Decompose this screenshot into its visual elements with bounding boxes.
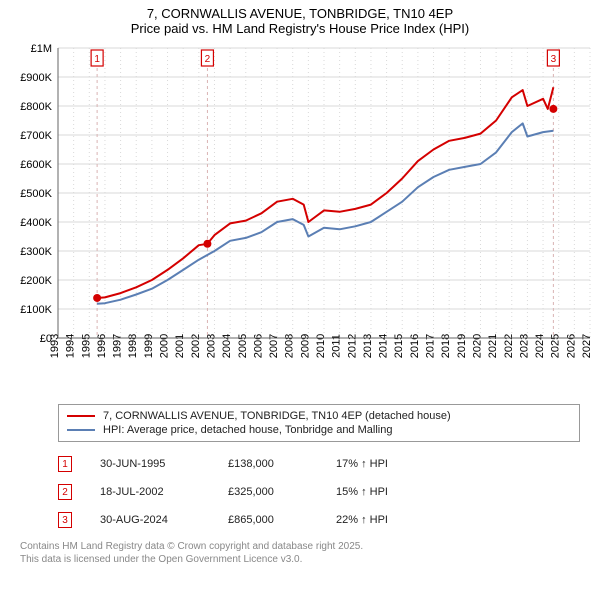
- svg-text:2006: 2006: [252, 334, 264, 358]
- title-block: 7, CORNWALLIS AVENUE, TONBRIDGE, TN10 4E…: [0, 0, 600, 38]
- svg-text:2027: 2027: [581, 334, 593, 358]
- marker-pct: 22% ↑ HPI: [336, 514, 426, 526]
- legend-row: 7, CORNWALLIS AVENUE, TONBRIDGE, TN10 4E…: [67, 409, 571, 423]
- title-line1: 7, CORNWALLIS AVENUE, TONBRIDGE, TN10 4E…: [0, 6, 600, 21]
- svg-text:2013: 2013: [362, 334, 374, 358]
- marker-row: 3 30-AUG-2024 £865,000 22% ↑ HPI: [58, 506, 580, 534]
- svg-text:2022: 2022: [503, 334, 515, 358]
- legend-label: 7, CORNWALLIS AVENUE, TONBRIDGE, TN10 4E…: [103, 410, 451, 422]
- markers-table: 1 30-JUN-1995 £138,000 17% ↑ HPI 2 18-JUL-200…: [58, 450, 580, 534]
- svg-text:1999: 1999: [143, 334, 155, 358]
- svg-text:2004: 2004: [221, 334, 233, 358]
- marker-number-box: 1: [58, 456, 72, 472]
- svg-text:1: 1: [94, 54, 100, 65]
- svg-text:2016: 2016: [409, 334, 421, 358]
- svg-text:1995: 1995: [80, 334, 92, 358]
- svg-text:1994: 1994: [65, 334, 77, 358]
- svg-text:2017: 2017: [425, 334, 437, 358]
- marker-price: £865,000: [228, 514, 308, 526]
- svg-text:£1M: £1M: [31, 43, 52, 55]
- marker-number-box: 3: [58, 512, 72, 528]
- svg-text:2026: 2026: [565, 334, 577, 358]
- svg-text:£500K: £500K: [20, 188, 52, 200]
- legend-label: HPI: Average price, detached house, Tonb…: [103, 424, 392, 436]
- svg-text:2023: 2023: [518, 334, 530, 358]
- svg-text:£200K: £200K: [20, 275, 52, 287]
- line-chart: £0£100K£200K£300K£400K£500K£600K£700K£80…: [0, 38, 600, 398]
- svg-text:1997: 1997: [112, 334, 124, 358]
- chart-area: £0£100K£200K£300K£400K£500K£600K£700K£80…: [0, 38, 600, 398]
- svg-text:1996: 1996: [96, 334, 108, 358]
- svg-text:2007: 2007: [268, 334, 280, 358]
- marker-row: 2 18-JUL-2002 £325,000 15% ↑ HPI: [58, 478, 580, 506]
- legend-swatch: [67, 415, 95, 417]
- marker-pct: 15% ↑ HPI: [336, 486, 426, 498]
- svg-text:£800K: £800K: [20, 101, 52, 113]
- svg-text:2003: 2003: [205, 334, 217, 358]
- svg-text:£900K: £900K: [20, 72, 52, 84]
- svg-text:1998: 1998: [127, 334, 139, 358]
- svg-text:2014: 2014: [378, 334, 390, 358]
- svg-text:2005: 2005: [237, 334, 249, 358]
- svg-text:2015: 2015: [393, 334, 405, 358]
- svg-text:2008: 2008: [284, 334, 296, 358]
- legend-swatch: [67, 429, 95, 431]
- svg-text:£400K: £400K: [20, 217, 52, 229]
- svg-text:2002: 2002: [190, 334, 202, 358]
- marker-price: £325,000: [228, 486, 308, 498]
- svg-text:2025: 2025: [550, 334, 562, 358]
- chart-container: 7, CORNWALLIS AVENUE, TONBRIDGE, TN10 4E…: [0, 0, 600, 566]
- svg-text:2019: 2019: [456, 334, 468, 358]
- svg-text:2020: 2020: [471, 334, 483, 358]
- svg-text:£100K: £100K: [20, 304, 52, 316]
- footer-line2: This data is licensed under the Open Gov…: [20, 553, 580, 566]
- marker-price: £138,000: [228, 458, 308, 470]
- footer-line1: Contains HM Land Registry data © Crown c…: [20, 540, 580, 553]
- marker-pct: 17% ↑ HPI: [336, 458, 426, 470]
- legend: 7, CORNWALLIS AVENUE, TONBRIDGE, TN10 4E…: [58, 404, 580, 442]
- marker-date: 18-JUL-2002: [100, 486, 200, 498]
- title-line2: Price paid vs. HM Land Registry's House …: [0, 21, 600, 36]
- marker-date: 30-AUG-2024: [100, 514, 200, 526]
- svg-text:2024: 2024: [534, 334, 546, 358]
- svg-text:2012: 2012: [346, 334, 358, 358]
- marker-row: 1 30-JUN-1995 £138,000 17% ↑ HPI: [58, 450, 580, 478]
- svg-text:£600K: £600K: [20, 159, 52, 171]
- svg-text:2018: 2018: [440, 334, 452, 358]
- svg-text:2021: 2021: [487, 334, 499, 358]
- marker-number-box: 2: [58, 484, 72, 500]
- marker-date: 30-JUN-1995: [100, 458, 200, 470]
- svg-text:2000: 2000: [159, 334, 171, 358]
- footer: Contains HM Land Registry data © Crown c…: [20, 540, 580, 566]
- svg-text:3: 3: [551, 54, 557, 65]
- svg-text:£300K: £300K: [20, 246, 52, 258]
- svg-text:2009: 2009: [299, 334, 311, 358]
- svg-text:1993: 1993: [49, 334, 61, 358]
- svg-text:2001: 2001: [174, 334, 186, 358]
- svg-text:2010: 2010: [315, 334, 327, 358]
- svg-text:2: 2: [205, 54, 211, 65]
- svg-text:£700K: £700K: [20, 130, 52, 142]
- legend-row: HPI: Average price, detached house, Tonb…: [67, 423, 571, 437]
